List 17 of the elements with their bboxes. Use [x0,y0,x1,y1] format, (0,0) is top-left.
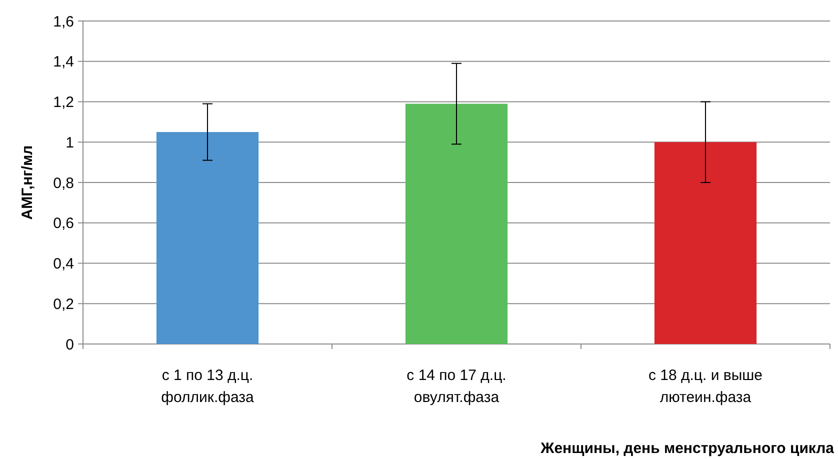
x-axis-title: Женщины, день менструального цикла [540,440,835,457]
y-tick-label: 0,2 [53,296,74,313]
y-tick-label: 1,2 [53,94,74,111]
bar [156,132,259,344]
y-tick-label: 0,4 [53,256,74,272]
bar [405,104,508,344]
y-tick-label: 0,8 [53,174,74,192]
y-tick-label: 0,6 [53,215,74,232]
y-tick-label: 0 [66,336,74,354]
y-tick-label: 1 [66,134,74,152]
y-tick-label: 1,6 [53,13,74,30]
x-tick-label: с 1 по 13 д.ц. фоллик.фаза [161,367,255,406]
x-tick-label: с 18 д.ц. и выше лютеин.фаза [648,367,763,406]
y-tick-label: 1,4 [53,54,74,71]
y-axis-title: АМГ,нг/мл [19,145,36,220]
bar [654,142,757,344]
x-tick-label: с 14 по 17 д.ц. овулят.фаза [406,367,506,406]
